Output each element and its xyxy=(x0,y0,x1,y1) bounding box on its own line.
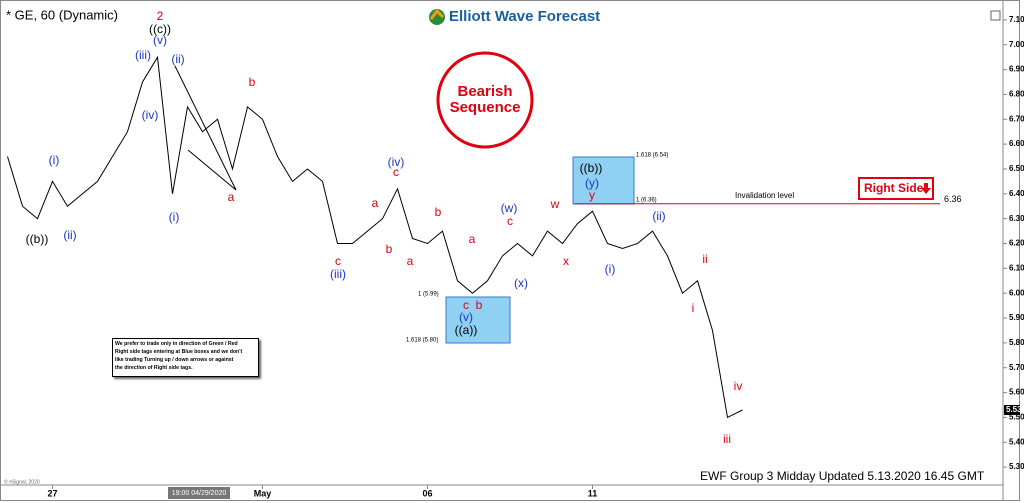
y-tick-label: 5.70 xyxy=(1009,363,1024,372)
y-tick-label: 6.20 xyxy=(1009,239,1024,248)
last-price-label: 5.53 xyxy=(1006,405,1022,414)
logo-icon xyxy=(429,8,445,20)
wave-label: (ii) xyxy=(171,52,184,66)
x-tick-label: 27 xyxy=(47,488,57,498)
y-tick-label: 6.00 xyxy=(1009,288,1024,297)
wave-label: a xyxy=(469,232,476,246)
y-tick-label: 7.10 xyxy=(1009,15,1024,24)
wave-label: b xyxy=(386,242,393,256)
trend-line xyxy=(174,65,237,191)
tag-box xyxy=(858,177,934,200)
wave-label: (iii) xyxy=(330,267,346,281)
wave-label: y xyxy=(589,188,595,202)
x-tick-label: May xyxy=(254,488,272,498)
invalidation-label: Invalidation level xyxy=(735,191,794,200)
wave-label: (ii) xyxy=(652,209,665,223)
down-arrow xyxy=(921,183,931,194)
last-price-box xyxy=(1004,404,1020,415)
wave-label: (ii) xyxy=(63,228,76,242)
wave-label: i xyxy=(692,301,695,315)
fib-label: 1 (5.99) xyxy=(418,292,439,298)
y-tick-label: 5.80 xyxy=(1009,338,1024,347)
fib-label: 1.618 (6.54) xyxy=(636,153,668,159)
y-tick-label: 7.00 xyxy=(1009,40,1024,49)
wave-label: iv xyxy=(734,379,743,393)
wave-label: (iii) xyxy=(135,48,151,62)
badge-circle xyxy=(436,51,534,149)
wave-label: (v) xyxy=(153,33,167,47)
y-tick-label: 6.50 xyxy=(1009,164,1024,173)
badge-text: Bearish xyxy=(457,83,512,100)
wave-label: (i) xyxy=(169,210,180,224)
y-tick-label: 5.50 xyxy=(1009,413,1024,422)
note-line: Right side tags entering at Blue boxes a… xyxy=(115,349,243,355)
wave-label: ((a)) xyxy=(455,323,478,337)
wave-label: a xyxy=(228,190,235,204)
wave-label: c xyxy=(507,214,513,228)
y-tick-label: 6.80 xyxy=(1009,90,1024,99)
wave-label: ii xyxy=(702,252,707,266)
note-box: We prefer to trade only in direction of … xyxy=(112,338,259,377)
price-line xyxy=(7,55,743,419)
y-tick-label: 6.90 xyxy=(1009,65,1024,74)
y-tick-label: 6.40 xyxy=(1009,189,1024,198)
wave-label: ((b)) xyxy=(580,161,603,175)
logo-text: Elliott Wave Forecast xyxy=(449,8,600,25)
y-tick-label: 6.60 xyxy=(1009,139,1024,148)
y-tick-label: 5.40 xyxy=(1009,437,1024,446)
wave-label: (v) xyxy=(459,310,473,324)
y-tick-label: 5.30 xyxy=(1009,462,1024,471)
copyright: © eSignal, 2020 xyxy=(4,478,40,485)
wave-label: a xyxy=(407,254,414,268)
wave-label: c xyxy=(335,254,341,268)
fib-label: 1 (6.36) xyxy=(636,198,657,204)
footer: EWF Group 3 Midday Updated 5.13.2020 16.… xyxy=(700,469,985,483)
note-line: the direction of Right side tags. xyxy=(115,365,193,371)
wave-label: (iv) xyxy=(388,155,405,169)
y-tick-label: 5.60 xyxy=(1009,388,1024,397)
wave-label: (iv) xyxy=(142,108,159,122)
wave-label: a xyxy=(372,196,379,210)
tag-text: Right Side xyxy=(864,181,924,195)
wave-label: 2 xyxy=(157,9,164,23)
trend-line xyxy=(187,149,237,191)
blue-box xyxy=(445,296,511,344)
y-tick-label: 6.30 xyxy=(1009,214,1024,223)
wave-label: (w) xyxy=(501,201,518,215)
wave-label: (x) xyxy=(514,276,528,290)
wave-label: (i) xyxy=(49,153,60,167)
invalidation-value: 6.36 xyxy=(944,194,962,204)
wave-label: (i) xyxy=(605,262,616,276)
x-tick-label: 11 xyxy=(588,488,598,498)
note-line: like trading Turning up / down arrows or… xyxy=(115,357,234,363)
wave-label: b xyxy=(476,298,483,312)
wave-label: ((c)) xyxy=(149,22,171,36)
wave-label: x xyxy=(563,254,569,268)
cursor-label: 19:00 04/29/2020 xyxy=(172,490,227,497)
wave-label: iii xyxy=(723,432,731,446)
wave-label: ((b)) xyxy=(26,232,49,246)
fib-label: 1.618 (5.80) xyxy=(406,338,438,344)
x-tick-label: 06 xyxy=(422,488,432,498)
wave-label: b xyxy=(249,75,256,89)
cursor-box xyxy=(168,487,230,499)
wave-label: b xyxy=(435,205,442,219)
y-tick-label: 6.10 xyxy=(1009,263,1024,272)
wave-label: (y) xyxy=(585,176,599,190)
wave-label: w xyxy=(550,197,560,211)
corner-icon xyxy=(990,10,1001,21)
badge-text: Sequence xyxy=(450,99,521,116)
wave-label: c xyxy=(463,298,469,312)
y-tick-label: 6.70 xyxy=(1009,114,1024,123)
chart-title: * GE, 60 (Dynamic) xyxy=(6,7,118,22)
note-line: We prefer to trade only in direction of … xyxy=(115,341,238,347)
y-tick-label: 5.90 xyxy=(1009,313,1024,322)
blue-box xyxy=(572,156,635,205)
wave-label: c xyxy=(393,165,399,179)
